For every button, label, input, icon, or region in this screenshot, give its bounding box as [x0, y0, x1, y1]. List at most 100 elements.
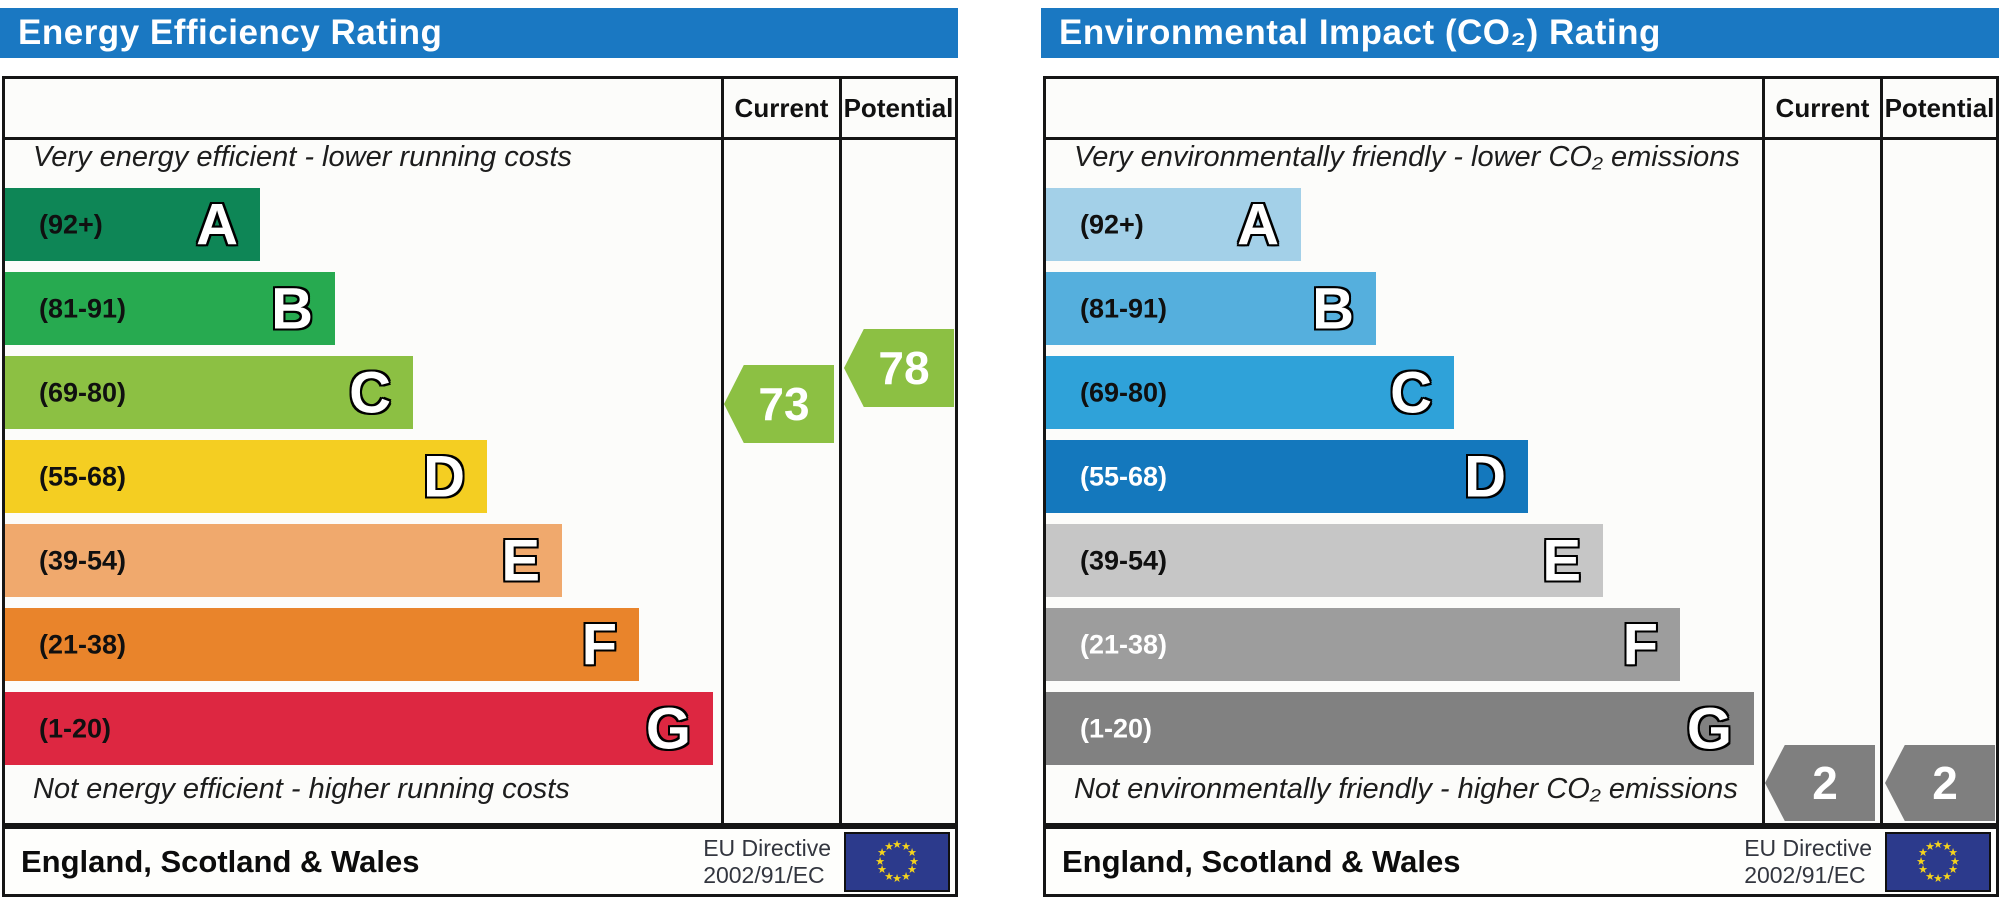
star-icon: ★ [901, 870, 911, 883]
star-icon: ★ [877, 846, 887, 859]
band-letter: D [1464, 444, 1506, 509]
star-icon: ★ [907, 863, 917, 876]
rating-band-d: (55-68) D [1046, 440, 1528, 513]
eu-flag: ★ ★ ★ ★ ★ ★ ★ ★ ★ ★ ★ ★ [844, 831, 950, 892]
top-caption: Very environmentally friendly - lower CO… [1074, 141, 1740, 173]
band-letter: E [1542, 528, 1581, 593]
header-underline [5, 137, 955, 140]
rating-band-g: (1-20) G [5, 692, 713, 765]
rating-band-a: (92+) A [5, 188, 260, 261]
panel-title: Energy Efficiency Rating [18, 13, 443, 52]
band-letter: C [349, 360, 391, 425]
band-letter: A [1237, 192, 1279, 257]
star-icon: ★ [877, 863, 887, 876]
rating-table: Current Potential Very environmentally f… [1043, 76, 1999, 826]
current-rating-arrow: 2 [1765, 745, 1875, 821]
band-range-label: (81-91) [39, 293, 127, 323]
current-column-header: Current [734, 93, 829, 123]
star-icon: ★ [892, 838, 902, 851]
potential-rating-value: 2 [1932, 757, 1958, 809]
band-letter: E [501, 528, 540, 593]
band-range-label: (1-20) [39, 713, 112, 743]
star-icon: ★ [1933, 838, 1943, 851]
panel-title-bar: Energy Efficiency Rating [0, 8, 958, 58]
band-range-label: (81-91) [1080, 293, 1168, 323]
star-icon: ★ [884, 840, 894, 853]
bottom-caption: Not environmentally friendly - higher CO… [1074, 773, 1738, 805]
rating-band-a: (92+) A [1046, 188, 1301, 261]
rating-band-b: (81-91) B [5, 272, 335, 345]
star-icon: ★ [907, 846, 917, 859]
band-range-label: (69-80) [39, 377, 127, 407]
band-letter: F [581, 612, 617, 677]
footer-bar: England, Scotland & Wales EU Directive 2… [2, 826, 958, 897]
column-divider [839, 79, 842, 823]
band-letter: G [1686, 696, 1732, 761]
current-rating-value: 2 [1812, 757, 1838, 809]
current-rating-arrow: 73 [724, 365, 834, 443]
band-letter: A [196, 192, 238, 257]
environmental-impact-panel: Environmental Impact (CO₂) Rating Curren… [1041, 0, 1999, 899]
band-letter: G [645, 696, 691, 761]
star-icon: ★ [1942, 870, 1952, 883]
eu-directive-label: EU Directive 2002/91/EC [1744, 834, 1872, 888]
star-icon: ★ [1925, 840, 1935, 853]
band-letter: B [1312, 276, 1354, 341]
band-letter: F [1622, 612, 1658, 677]
star-icon: ★ [1933, 872, 1943, 885]
current-rating-value: 73 [758, 378, 810, 430]
column-divider [721, 79, 724, 823]
column-divider [1762, 79, 1765, 823]
rating-band-e: (39-54) E [5, 524, 562, 597]
band-range-label: (21-38) [1080, 629, 1168, 659]
star-icon: ★ [884, 870, 894, 883]
band-range-label: (92+) [39, 209, 103, 239]
region-label: England, Scotland & Wales [1062, 843, 1461, 879]
potential-column-header: Potential [843, 93, 954, 123]
star-icon: ★ [909, 855, 919, 868]
star-icon: ★ [1948, 846, 1958, 859]
star-icon: ★ [1916, 855, 1926, 868]
rating-band-e: (39-54) E [1046, 524, 1603, 597]
top-caption: Very energy efficient - lower running co… [33, 141, 572, 173]
band-letter: B [271, 276, 313, 341]
energy-efficiency-panel: Energy Efficiency Rating Current Potenti… [0, 0, 958, 899]
band-range-label: (39-54) [39, 545, 127, 575]
star-icon: ★ [901, 840, 911, 853]
panel-title: Environmental Impact (CO₂) Rating [1059, 13, 1661, 52]
star-icon: ★ [1948, 863, 1958, 876]
star-icon: ★ [1950, 855, 1960, 868]
star-icon: ★ [875, 855, 885, 868]
star-icon: ★ [1918, 863, 1928, 876]
current-column-header: Current [1775, 93, 1870, 123]
star-icon: ★ [892, 872, 902, 885]
region-label: England, Scotland & Wales [21, 843, 420, 879]
band-range-label: (55-68) [1080, 461, 1168, 491]
rating-band-c: (69-80) C [1046, 356, 1454, 429]
star-icon: ★ [1925, 870, 1935, 883]
rating-band-g: (1-20) G [1046, 692, 1754, 765]
column-divider [1880, 79, 1883, 823]
band-range-label: (55-68) [39, 461, 127, 491]
potential-rating-value: 78 [878, 342, 930, 394]
potential-rating-arrow: 2 [1885, 745, 1995, 821]
rating-band-b: (81-91) B [1046, 272, 1376, 345]
potential-rating-arrow: 78 [844, 329, 954, 407]
rating-band-c: (69-80) C [5, 356, 413, 429]
potential-column-header: Potential [1884, 93, 1995, 123]
rating-band-f: (21-38) F [1046, 608, 1680, 681]
panel-title-bar: Environmental Impact (CO₂) Rating [1041, 8, 1999, 58]
rating-band-d: (55-68) D [5, 440, 487, 513]
eu-flag: ★ ★ ★ ★ ★ ★ ★ ★ ★ ★ ★ ★ [1885, 831, 1991, 892]
header-underline [1046, 137, 1996, 140]
band-range-label: (39-54) [1080, 545, 1168, 575]
band-range-label: (21-38) [39, 629, 127, 659]
footer-bar: England, Scotland & Wales EU Directive 2… [1043, 826, 1999, 897]
star-icon: ★ [1918, 846, 1928, 859]
bottom-caption: Not energy efficient - higher running co… [33, 773, 570, 805]
eu-directive-label: EU Directive 2002/91/EC [703, 834, 831, 888]
band-range-label: (1-20) [1080, 713, 1153, 743]
band-range-label: (92+) [1080, 209, 1144, 239]
band-letter: D [423, 444, 465, 509]
rating-table: Current Potential Very energy efficient … [2, 76, 958, 826]
